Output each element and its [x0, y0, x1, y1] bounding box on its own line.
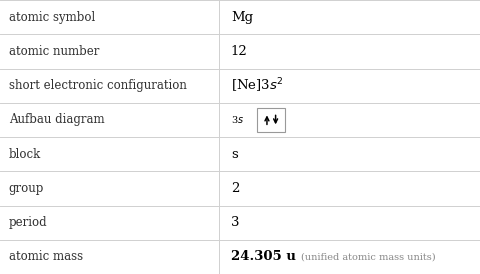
Text: (unified atomic mass units): (unified atomic mass units) [300, 252, 434, 261]
Bar [0, 137, 480, 171]
Text: short electronic configuration: short electronic configuration [9, 79, 186, 92]
Text: 2: 2 [230, 182, 239, 195]
Text: s: s [230, 148, 237, 161]
Bar [0, 34, 480, 68]
Text: 3$s$: 3$s$ [230, 114, 243, 125]
Text: [Ne]3$s^{2}$: [Ne]3$s^{2}$ [230, 76, 283, 95]
Text: atomic symbol: atomic symbol [9, 11, 95, 24]
Bar [0, 68, 480, 103]
Bar [0, 171, 480, 206]
Text: 12: 12 [230, 45, 247, 58]
Text: block: block [9, 148, 41, 161]
Bar [0, 0, 480, 34]
Bar [0, 103, 480, 137]
Text: Aufbau diagram: Aufbau diagram [9, 113, 104, 126]
Text: atomic number: atomic number [9, 45, 99, 58]
Text: group: group [9, 182, 44, 195]
Text: atomic mass: atomic mass [9, 250, 83, 263]
Text: 24.305 u: 24.305 u [230, 250, 295, 263]
Bar [0, 240, 480, 274]
Text: Mg: Mg [230, 11, 252, 24]
Text: period: period [9, 216, 47, 229]
Text: 3: 3 [230, 216, 239, 229]
Bar [257, 108, 285, 132]
Bar [0, 206, 480, 240]
